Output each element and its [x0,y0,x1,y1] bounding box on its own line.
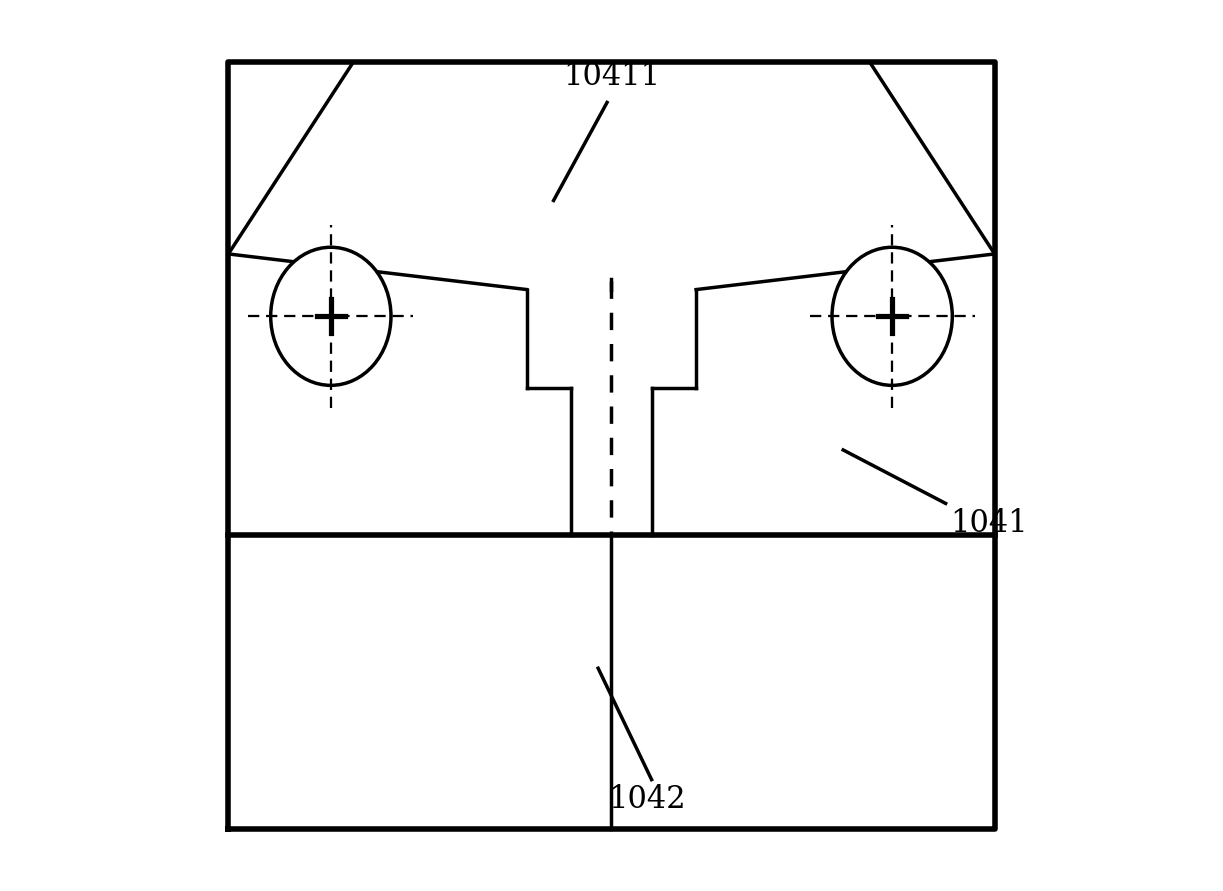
Text: 1041: 1041 [950,508,1027,539]
Ellipse shape [832,247,953,385]
Text: 10411: 10411 [563,61,660,92]
Ellipse shape [270,247,391,385]
Text: 1042: 1042 [608,784,686,815]
